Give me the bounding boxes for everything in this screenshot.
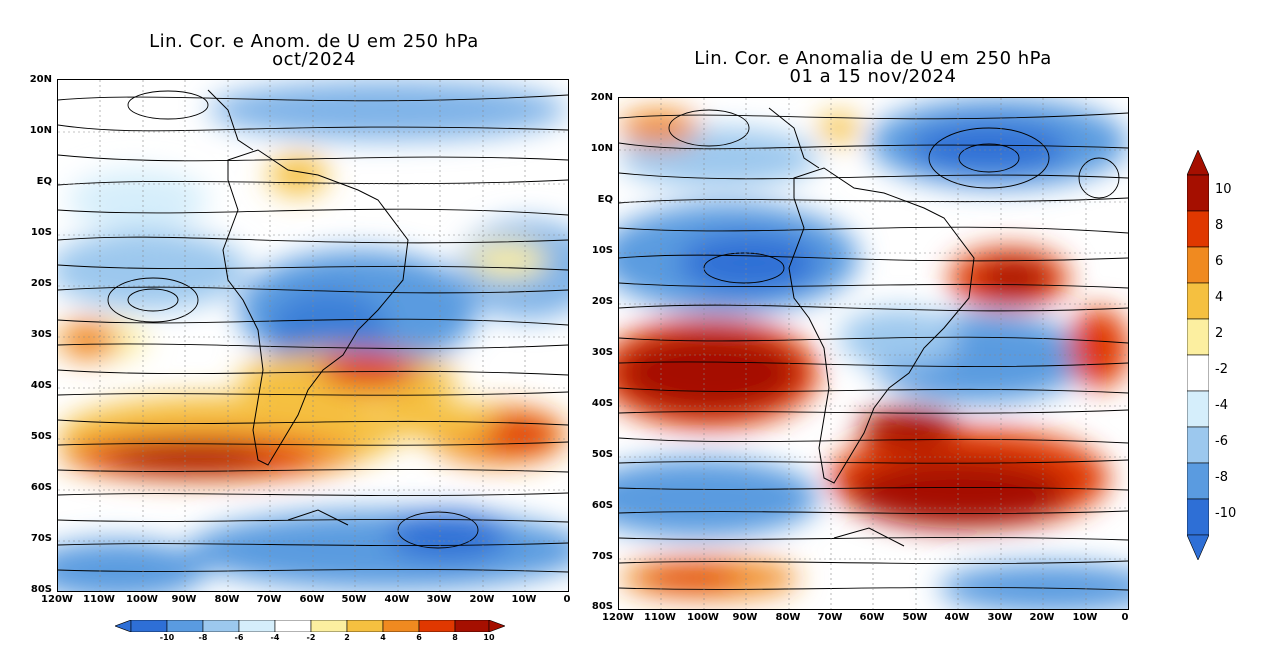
- colorbar-small-label: -10: [159, 633, 175, 642]
- right-lon-label: 70W: [817, 612, 843, 623]
- colorbar-small-label: 10: [483, 633, 495, 642]
- right-lat-label: EQ: [597, 194, 613, 205]
- colorbar-small-label: -8: [198, 633, 208, 642]
- left-lat-label: 80S: [30, 584, 52, 595]
- colorbar-small-label: 8: [452, 633, 458, 642]
- left-lon-label: 60W: [299, 594, 325, 605]
- left-lon-label: 110W: [83, 594, 115, 605]
- colorbar-label: -6: [1215, 434, 1228, 449]
- right-lat-label: 50S: [591, 449, 613, 460]
- right-lon-label: 90W: [732, 612, 758, 623]
- right-lat-label: 60S: [591, 500, 613, 511]
- left-title-line1: Lin. Cor. e Anom. de U em 250 hPa: [149, 31, 479, 52]
- colorbar-label: -4: [1215, 398, 1228, 413]
- left-lon-label: 40W: [384, 594, 410, 605]
- left-lat-label: 40S: [30, 380, 52, 391]
- left-lon-label: 120W: [41, 594, 73, 605]
- right-lon-label: 110W: [644, 612, 676, 623]
- right-lon-label: 120W: [602, 612, 634, 623]
- colorbar-label: -8: [1215, 470, 1228, 485]
- left-lon-label: 10W: [511, 594, 537, 605]
- colorbar-small-label: 2: [344, 633, 350, 642]
- right-lon-label: 100W: [687, 612, 719, 623]
- right-colorbar: 10 8 6 4 2 -2 -4 -6 -8 -10: [1187, 150, 1257, 560]
- right-lat-label: 20N: [590, 92, 613, 103]
- right-lat-label: 10S: [591, 245, 613, 256]
- colorbar-label: 2: [1215, 326, 1224, 341]
- left-anomaly-map: [57, 79, 569, 592]
- right-lat-label: 40S: [591, 398, 613, 409]
- left-lat-label: EQ: [36, 176, 52, 187]
- left-lat-label: 70S: [30, 533, 52, 544]
- right-lon-label: 60W: [859, 612, 885, 623]
- right-lat-label: 10N: [590, 143, 613, 154]
- colorbar-label: 10: [1215, 182, 1232, 197]
- colorbar-label: 6: [1215, 254, 1224, 269]
- right-lat-label: 80S: [591, 601, 613, 612]
- left-lat-label: 20S: [30, 278, 52, 289]
- left-lon-label: 80W: [214, 594, 240, 605]
- right-lat-label: 30S: [591, 347, 613, 358]
- right-title-line1: Lin. Cor. e Anomalia de U em 250 hPa: [694, 48, 1052, 69]
- colorbar-label: 8: [1215, 218, 1224, 233]
- right-lon-label: 50W: [902, 612, 928, 623]
- left-lat-label: 10N: [29, 125, 52, 136]
- colorbar-label: -10: [1215, 506, 1237, 521]
- right-lon-label: 40W: [944, 612, 970, 623]
- left-lon-label: 20W: [469, 594, 495, 605]
- left-lon-label: 100W: [126, 594, 158, 605]
- colorbar-small-label: -6: [234, 633, 244, 642]
- left-title-line2: oct/2024: [272, 49, 356, 70]
- right-lat-label: 20S: [591, 296, 613, 307]
- right-lon-label: 0: [1121, 612, 1129, 623]
- left-lat-label: 10S: [30, 227, 52, 238]
- left-lat-label: 20N: [29, 74, 52, 85]
- colorbar-label: -2: [1215, 362, 1228, 377]
- right-lat-label: 70S: [591, 551, 613, 562]
- colorbar-small-label: -2: [306, 633, 316, 642]
- colorbar-small-label: 4: [380, 633, 386, 642]
- right-lon-label: 30W: [987, 612, 1013, 623]
- left-lon-label: 90W: [171, 594, 197, 605]
- right-lon-label: 20W: [1029, 612, 1055, 623]
- right-anomaly-map: [618, 97, 1129, 610]
- left-lon-label: 30W: [426, 594, 452, 605]
- left-colorbar: -10 -8 -6 -4 -2 2 4 6 8 10: [115, 620, 505, 650]
- colorbar-small-label: -4: [270, 633, 280, 642]
- colorbar-label: 4: [1215, 290, 1224, 305]
- left-lat-label: 50S: [30, 431, 52, 442]
- left-lon-label: 70W: [256, 594, 282, 605]
- left-lat-label: 60S: [30, 482, 52, 493]
- left-lon-label: 50W: [341, 594, 367, 605]
- colorbar-small-label: 6: [416, 633, 422, 642]
- right-title-line2: 01 a 15 nov/2024: [789, 66, 957, 87]
- right-lon-label: 10W: [1072, 612, 1098, 623]
- right-lon-label: 80W: [775, 612, 801, 623]
- left-lon-label: 0: [563, 594, 571, 605]
- left-lat-label: 30S: [30, 329, 52, 340]
